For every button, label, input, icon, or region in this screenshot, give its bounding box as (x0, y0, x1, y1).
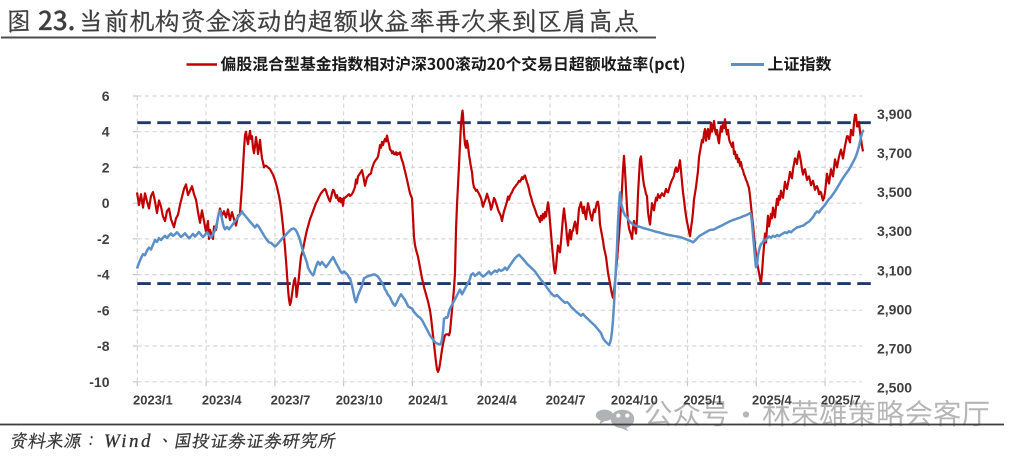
svg-text:2,500: 2,500 (877, 380, 912, 396)
svg-text:2024/7: 2024/7 (546, 393, 586, 408)
svg-text:2,900: 2,900 (877, 301, 912, 317)
svg-text:2025/1: 2025/1 (683, 393, 723, 408)
svg-text:0: 0 (102, 195, 110, 211)
svg-text:2024/10: 2024/10 (611, 393, 658, 408)
svg-text:2024/1: 2024/1 (408, 393, 448, 408)
svg-text:3,100: 3,100 (877, 262, 912, 278)
svg-text:4: 4 (102, 124, 110, 140)
svg-text:2: 2 (102, 159, 110, 175)
svg-text:-6: -6 (97, 302, 110, 318)
svg-text:3,900: 3,900 (877, 106, 912, 122)
svg-text:6: 6 (102, 88, 110, 104)
svg-text:2023/4: 2023/4 (202, 393, 243, 408)
svg-text:2023/1: 2023/1 (133, 393, 173, 408)
svg-text:-4: -4 (97, 267, 110, 283)
svg-text:2024/4: 2024/4 (477, 393, 518, 408)
svg-text:Wind: Wind (104, 431, 153, 452)
svg-text:3,300: 3,300 (877, 223, 912, 239)
svg-text:2023/7: 2023/7 (271, 393, 311, 408)
svg-text:3,700: 3,700 (877, 145, 912, 161)
svg-text:2,700: 2,700 (877, 340, 912, 356)
svg-text:2025/4: 2025/4 (752, 393, 793, 408)
svg-text:-2: -2 (97, 231, 110, 247)
svg-text:3,500: 3,500 (877, 184, 912, 200)
svg-text:2023/10: 2023/10 (336, 393, 383, 408)
svg-text:2025/7: 2025/7 (821, 393, 861, 408)
svg-text:-8: -8 (97, 338, 110, 354)
svg-text:-10: -10 (89, 374, 109, 390)
